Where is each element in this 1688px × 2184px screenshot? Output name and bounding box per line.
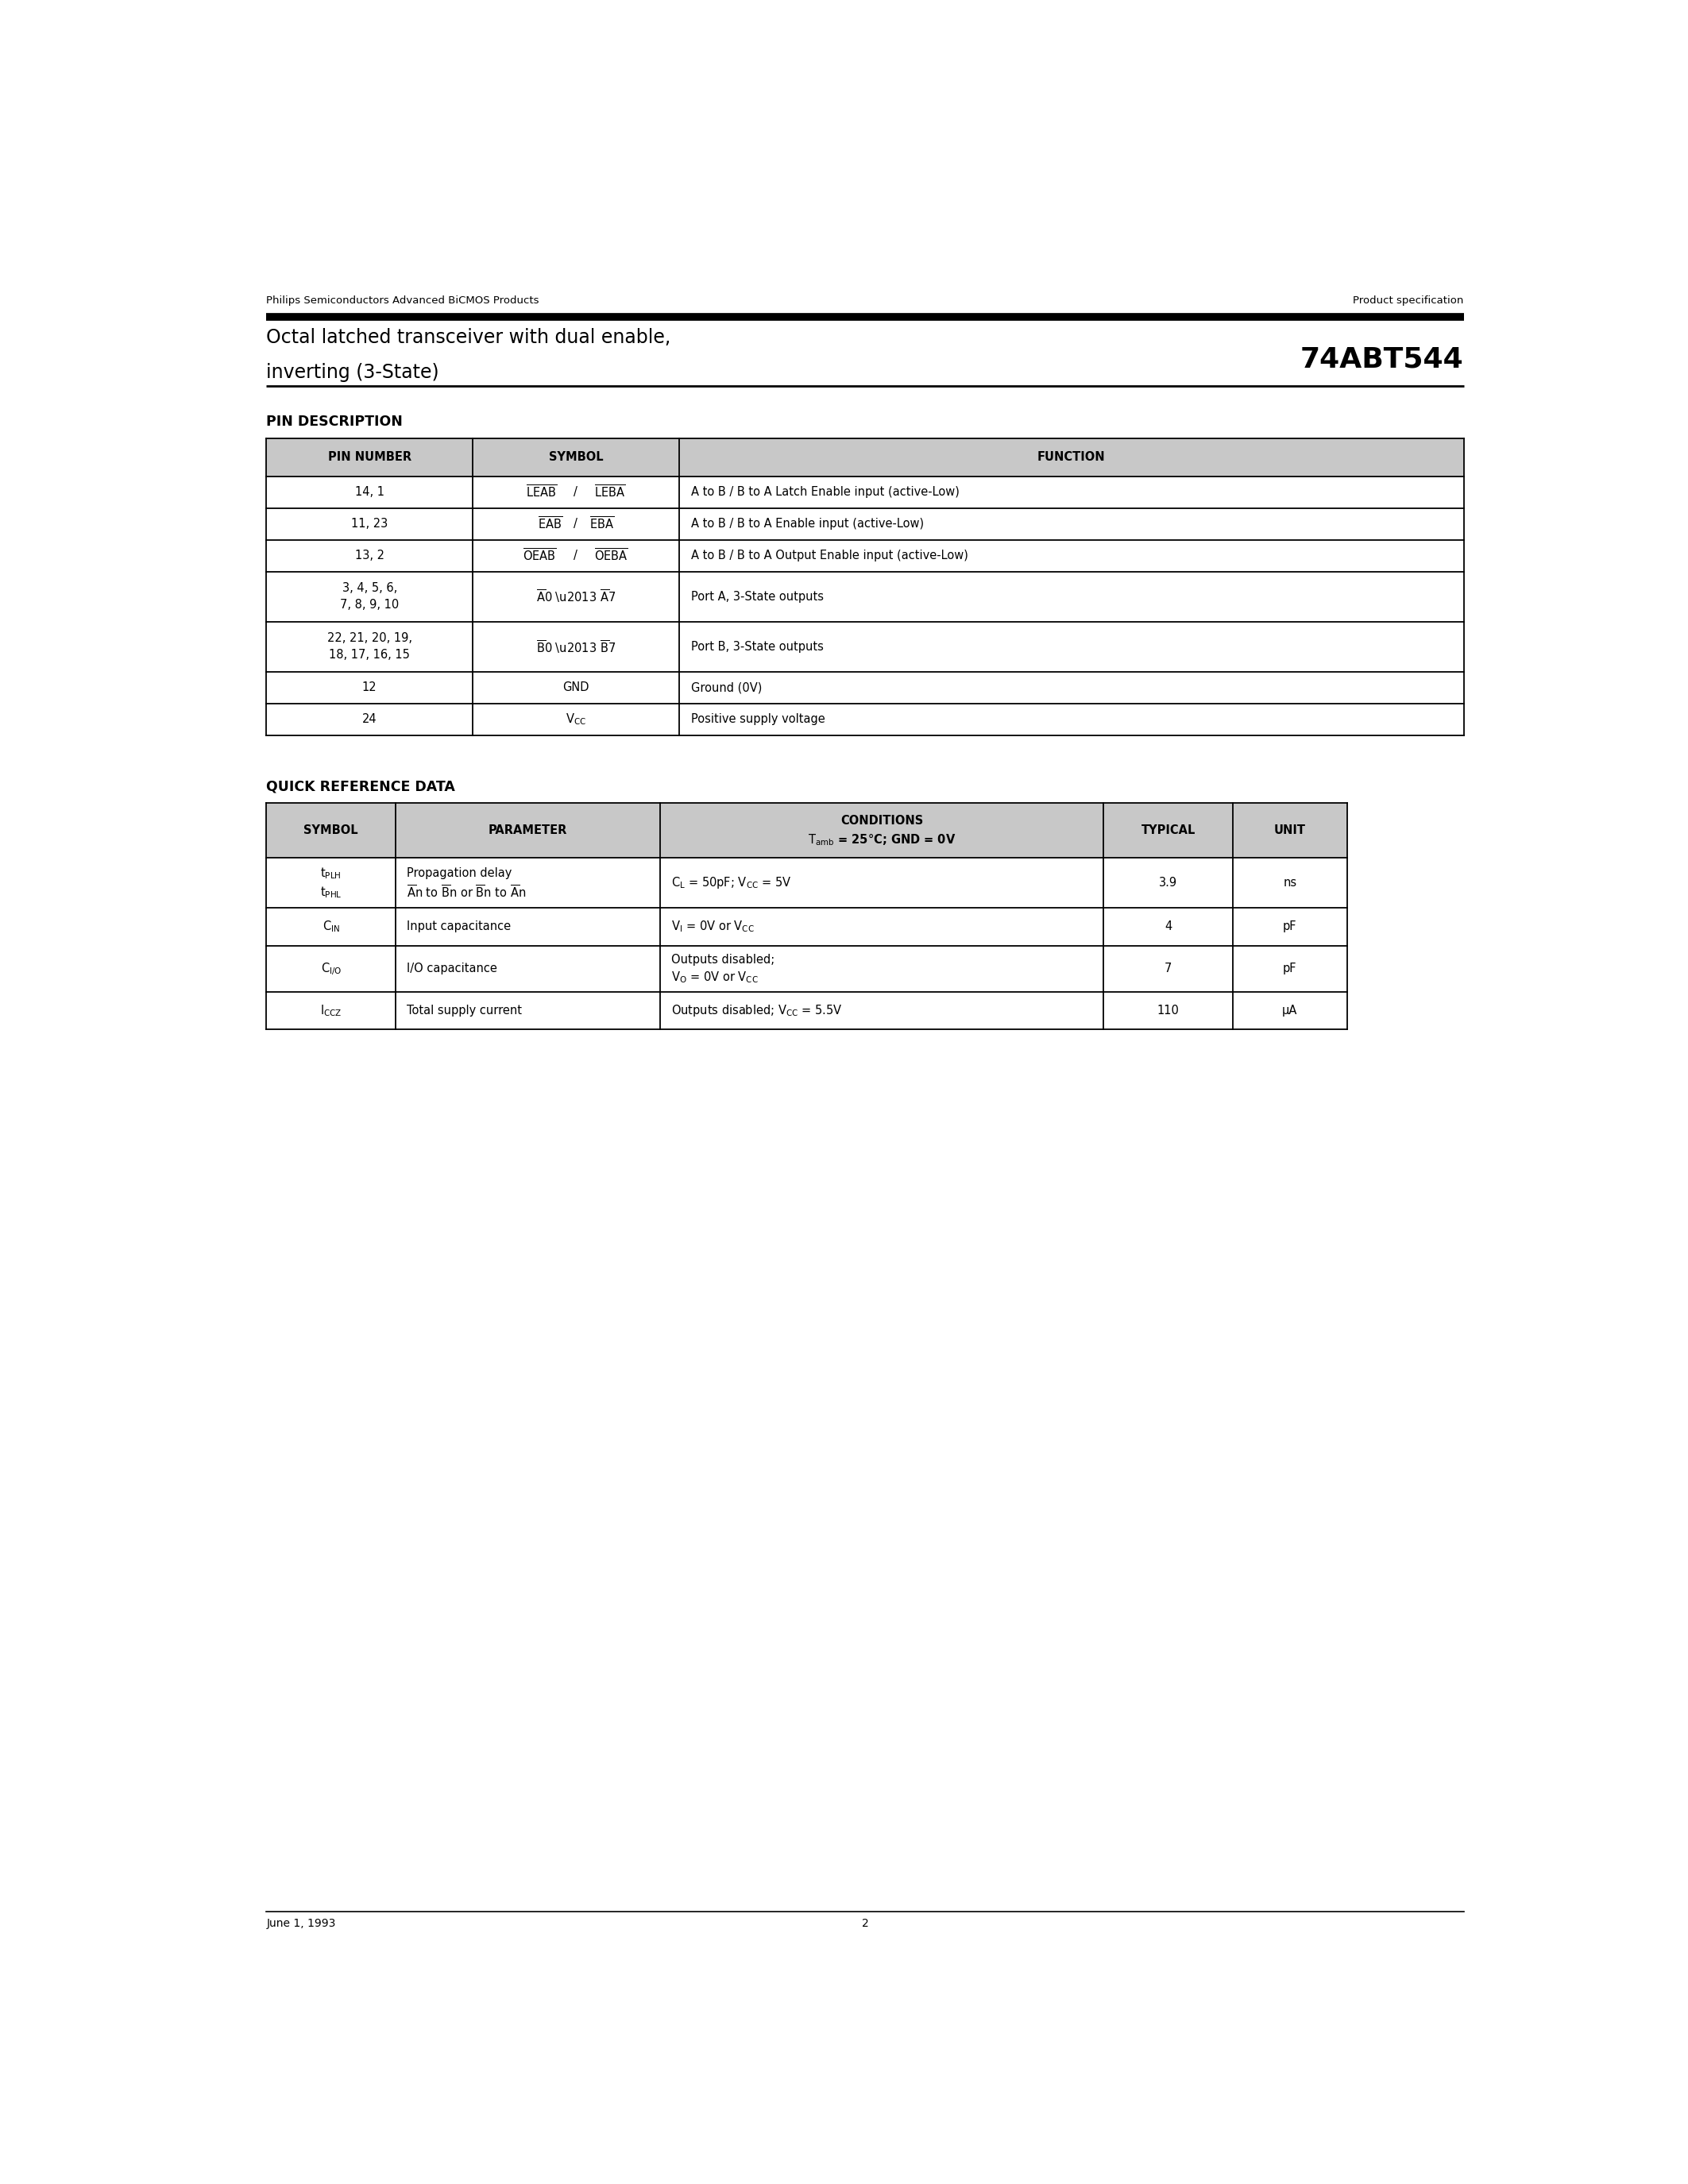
Bar — [473, 439, 679, 476]
Text: Outputs disabled; $\rm V_{CC}$ = 5.5V: Outputs disabled; $\rm V_{CC}$ = 5.5V — [672, 1002, 842, 1018]
Text: $\rm C_L$ = 50pF; $\rm V_{CC}$ = 5V: $\rm C_L$ = 50pF; $\rm V_{CC}$ = 5V — [672, 876, 792, 891]
Text: A to B / B to A Latch Enable input (active-Low): A to B / B to A Latch Enable input (acti… — [690, 487, 959, 498]
Text: I/O capacitance: I/O capacitance — [407, 963, 498, 974]
Text: $\rm V_O$ = 0V or $\rm V_{CC}$: $\rm V_O$ = 0V or $\rm V_{CC}$ — [672, 970, 758, 985]
Text: 7: 7 — [1165, 963, 1171, 974]
Text: 74ABT544: 74ABT544 — [1300, 345, 1463, 373]
Text: Propagation delay: Propagation delay — [407, 867, 511, 878]
Text: $\overline{\rm A}$n to $\overline{\rm B}$n or $\overline{\rm B}$n to $\overline{: $\overline{\rm A}$n to $\overline{\rm B}… — [407, 885, 527, 900]
Bar — [267, 804, 395, 858]
Text: 2: 2 — [861, 1918, 869, 1928]
Bar — [267, 439, 473, 476]
Text: 3.9: 3.9 — [1160, 876, 1178, 889]
Text: ns: ns — [1283, 876, 1296, 889]
Text: 14, 1: 14, 1 — [354, 487, 385, 498]
Text: $\overline{\rm EBA}$: $\overline{\rm EBA}$ — [589, 515, 614, 533]
Text: GND: GND — [562, 681, 589, 695]
Text: $\overline{\rm OEAB}$: $\overline{\rm OEAB}$ — [523, 548, 557, 563]
Text: 110: 110 — [1158, 1005, 1180, 1016]
Text: $\rm V_{CC}$: $\rm V_{CC}$ — [565, 712, 586, 727]
Text: FUNCTION: FUNCTION — [1038, 452, 1106, 463]
Text: $\rm t_{PLH}$: $\rm t_{PLH}$ — [321, 865, 341, 880]
Text: 24: 24 — [363, 714, 376, 725]
Text: Total supply current: Total supply current — [407, 1005, 522, 1016]
Bar — [679, 439, 1463, 476]
Bar — [395, 804, 660, 858]
Text: $\rm C_{IN}$: $\rm C_{IN}$ — [322, 919, 339, 935]
Text: $\rm t_{PHL}$: $\rm t_{PHL}$ — [321, 885, 343, 900]
Text: 11, 23: 11, 23 — [351, 518, 388, 531]
Bar — [1104, 804, 1232, 858]
Text: A to B / B to A Output Enable input (active-Low): A to B / B to A Output Enable input (act… — [690, 550, 969, 561]
Text: A to B / B to A Enable input (active-Low): A to B / B to A Enable input (active-Low… — [690, 518, 923, 531]
Text: pF: pF — [1283, 922, 1296, 933]
Text: $\overline{\rm B}$0 \u2013 $\overline{\rm B}$7: $\overline{\rm B}$0 \u2013 $\overline{\r… — [537, 638, 616, 655]
Text: $\overline{\rm LEAB}$: $\overline{\rm LEAB}$ — [527, 485, 557, 500]
Text: SYMBOL: SYMBOL — [549, 452, 603, 463]
Text: $\overline{\rm OEBA}$: $\overline{\rm OEBA}$ — [594, 548, 628, 563]
Bar — [1232, 804, 1347, 858]
Text: Octal latched transceiver with dual enable,: Octal latched transceiver with dual enab… — [267, 328, 670, 347]
Text: /: / — [574, 550, 577, 561]
Text: /: / — [574, 487, 577, 498]
Text: pF: pF — [1283, 963, 1296, 974]
Text: 4: 4 — [1165, 922, 1171, 933]
Bar — [660, 804, 1104, 858]
Text: Outputs disabled;: Outputs disabled; — [672, 954, 775, 965]
Text: QUICK REFERENCE DATA: QUICK REFERENCE DATA — [267, 780, 456, 793]
Text: $\overline{\rm EAB}$: $\overline{\rm EAB}$ — [537, 515, 562, 533]
Text: μA: μA — [1283, 1005, 1298, 1016]
Text: /: / — [574, 518, 577, 531]
Text: $\rm T_{amb}$ = 25°C; GND = 0V: $\rm T_{amb}$ = 25°C; GND = 0V — [809, 832, 955, 847]
Text: June 1, 1993: June 1, 1993 — [267, 1918, 336, 1928]
Text: Positive supply voltage: Positive supply voltage — [690, 714, 825, 725]
Text: $\overline{\rm A}$0 \u2013 $\overline{\rm A}$7: $\overline{\rm A}$0 \u2013 $\overline{\r… — [537, 587, 616, 605]
Text: Ground (0V): Ground (0V) — [690, 681, 763, 695]
Text: inverting (3-State): inverting (3-State) — [267, 363, 439, 382]
Text: $\overline{\rm LEBA}$: $\overline{\rm LEBA}$ — [594, 485, 625, 500]
Text: 22, 21, 20, 19,
18, 17, 16, 15: 22, 21, 20, 19, 18, 17, 16, 15 — [327, 633, 412, 662]
Text: $\rm V_I$ = 0V or $\rm V_{CC}$: $\rm V_I$ = 0V or $\rm V_{CC}$ — [672, 919, 755, 935]
Text: UNIT: UNIT — [1274, 823, 1307, 836]
Text: PARAMETER: PARAMETER — [488, 823, 567, 836]
Text: 3, 4, 5, 6,
7, 8, 9, 10: 3, 4, 5, 6, 7, 8, 9, 10 — [339, 583, 398, 612]
Text: 13, 2: 13, 2 — [354, 550, 385, 561]
Text: Port A, 3-State outputs: Port A, 3-State outputs — [690, 590, 824, 603]
Text: TYPICAL: TYPICAL — [1141, 823, 1195, 836]
Text: Port B, 3-State outputs: Port B, 3-State outputs — [690, 640, 824, 653]
Text: 12: 12 — [363, 681, 376, 695]
Text: Philips Semiconductors Advanced BiCMOS Products: Philips Semiconductors Advanced BiCMOS P… — [267, 295, 538, 306]
Text: Input capacitance: Input capacitance — [407, 922, 511, 933]
Text: PIN DESCRIPTION: PIN DESCRIPTION — [267, 415, 403, 430]
Text: Product specification: Product specification — [1354, 295, 1463, 306]
Text: PIN NUMBER: PIN NUMBER — [327, 452, 412, 463]
Text: $\rm C_{I/O}$: $\rm C_{I/O}$ — [321, 961, 341, 976]
Text: CONDITIONS: CONDITIONS — [841, 815, 923, 826]
Text: SYMBOL: SYMBOL — [304, 823, 358, 836]
Text: $\rm I_{CCZ}$: $\rm I_{CCZ}$ — [321, 1002, 343, 1018]
